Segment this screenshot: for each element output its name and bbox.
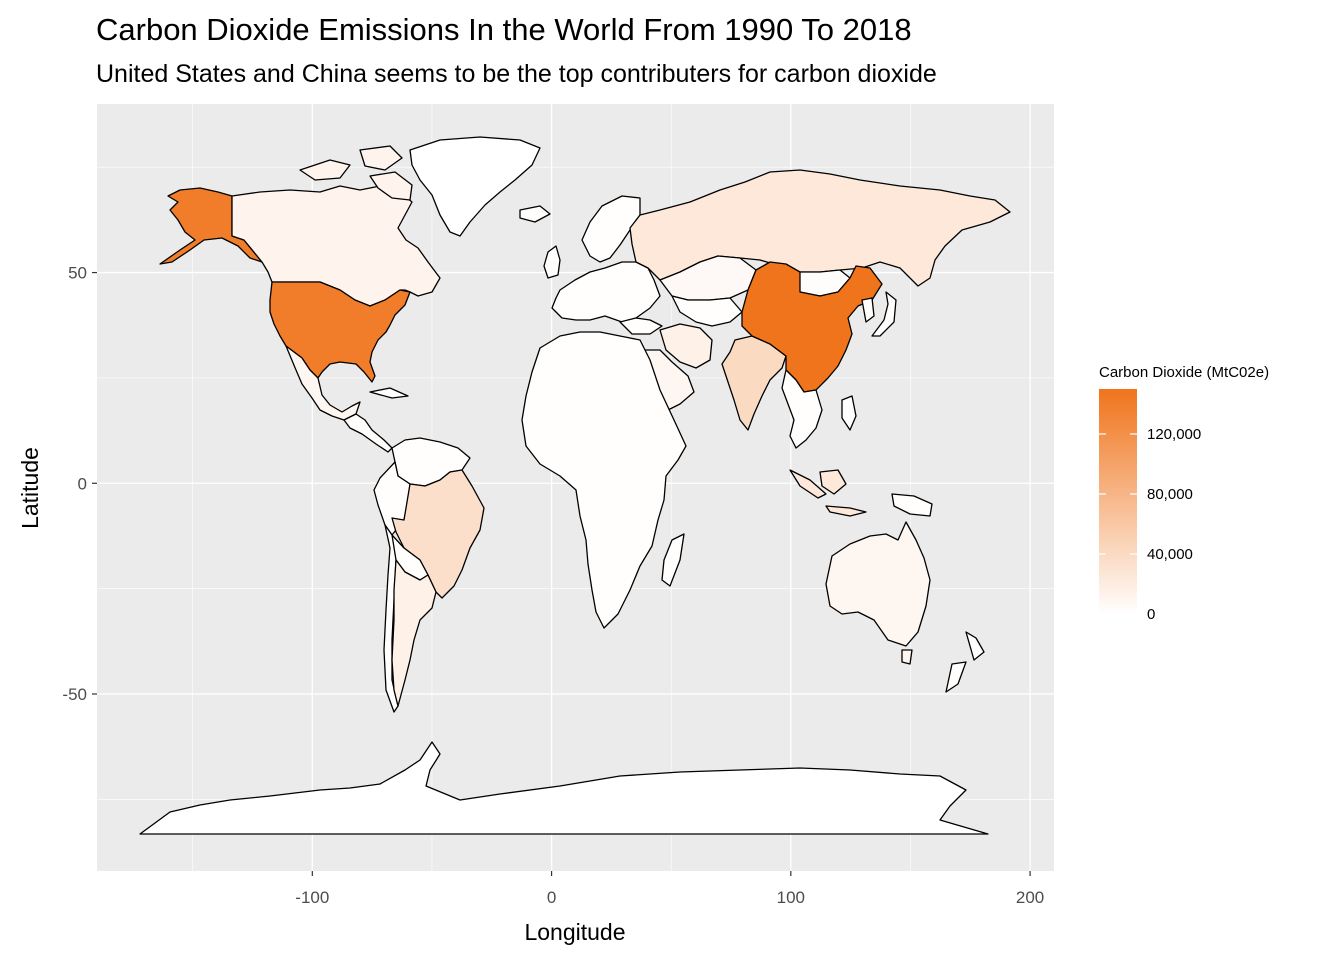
x-axis-tick-labels: -100 0 100 200 — [295, 888, 1044, 907]
region-europe[interactable] — [551, 261, 661, 323]
y-axis-tick-labels: -50 0 50 — [62, 264, 87, 704]
legend-ticks: 0 40,000 80,000 120,000 — [1099, 426, 1201, 623]
country-layer — [139, 136, 1011, 835]
region-indonesia[interactable] — [789, 469, 827, 499]
region-indonesia[interactable] — [825, 505, 867, 517]
y-tick-label: 50 — [68, 264, 87, 283]
region-argentina[interactable] — [391, 559, 437, 707]
region-new-zealand[interactable] — [945, 661, 967, 693]
region-iceland[interactable] — [519, 205, 551, 223]
legend-colorbar — [1099, 389, 1137, 614]
x-tick-label: 100 — [777, 888, 805, 907]
region-antarctica[interactable] — [139, 741, 989, 835]
region-alaska[interactable] — [159, 187, 263, 265]
chart-subtitle: United States and China seems to be the … — [96, 60, 937, 88]
x-axis-ticks — [311, 871, 1031, 876]
region-central-asia[interactable] — [671, 295, 743, 327]
region-japan[interactable] — [871, 291, 897, 337]
region-philippines[interactable] — [841, 395, 857, 431]
region-mexico[interactable] — [285, 345, 361, 421]
region-southeast-asia[interactable] — [781, 369, 823, 449]
region-tasmania[interactable] — [901, 649, 913, 665]
region-russia[interactable] — [629, 169, 1011, 287]
region-new-zealand[interactable] — [965, 631, 985, 661]
region-indonesia[interactable] — [819, 469, 847, 495]
region-australia[interactable] — [825, 521, 931, 647]
y-axis-ticks — [92, 271, 97, 695]
x-tick-label: 200 — [1016, 888, 1044, 907]
legend-break-label: 40,000 — [1147, 546, 1193, 563]
region-africa[interactable] — [521, 331, 687, 629]
region-turkey[interactable] — [619, 317, 663, 335]
legend-title: Carbon Dioxide (MtC02e) — [1099, 364, 1269, 381]
region-china[interactable] — [741, 261, 883, 393]
y-tick-label: 0 — [78, 474, 87, 493]
legend-break-label: 0 — [1147, 606, 1155, 623]
x-tick-label: 0 — [547, 888, 556, 907]
region-korea[interactable] — [861, 297, 875, 323]
legend: Carbon Dioxide (MtC02e) 0 40,000 80,000 120… — [1099, 364, 1269, 623]
x-axis-title: Longitude — [524, 919, 625, 945]
region-arctic-islands[interactable] — [299, 159, 351, 181]
region-cuba[interactable] — [369, 387, 409, 399]
region-papua[interactable] — [891, 493, 933, 517]
region-iran[interactable] — [659, 323, 713, 369]
x-tick-label: -100 — [295, 888, 329, 907]
region-madagascar[interactable] — [661, 533, 685, 587]
region-greenland[interactable] — [409, 136, 541, 237]
y-tick-label: -50 — [62, 685, 87, 704]
legend-break-label: 120,000 — [1147, 426, 1201, 443]
region-baffin[interactable] — [369, 171, 413, 201]
legend-break-label: 80,000 — [1147, 486, 1193, 503]
chart-title: Carbon Dioxide Emissions In the World Fr… — [96, 12, 912, 47]
region-uk[interactable] — [543, 245, 561, 279]
region-brazil[interactable] — [391, 469, 485, 599]
region-arctic-islands[interactable] — [359, 145, 403, 171]
y-axis-title: Latitude — [17, 447, 43, 529]
